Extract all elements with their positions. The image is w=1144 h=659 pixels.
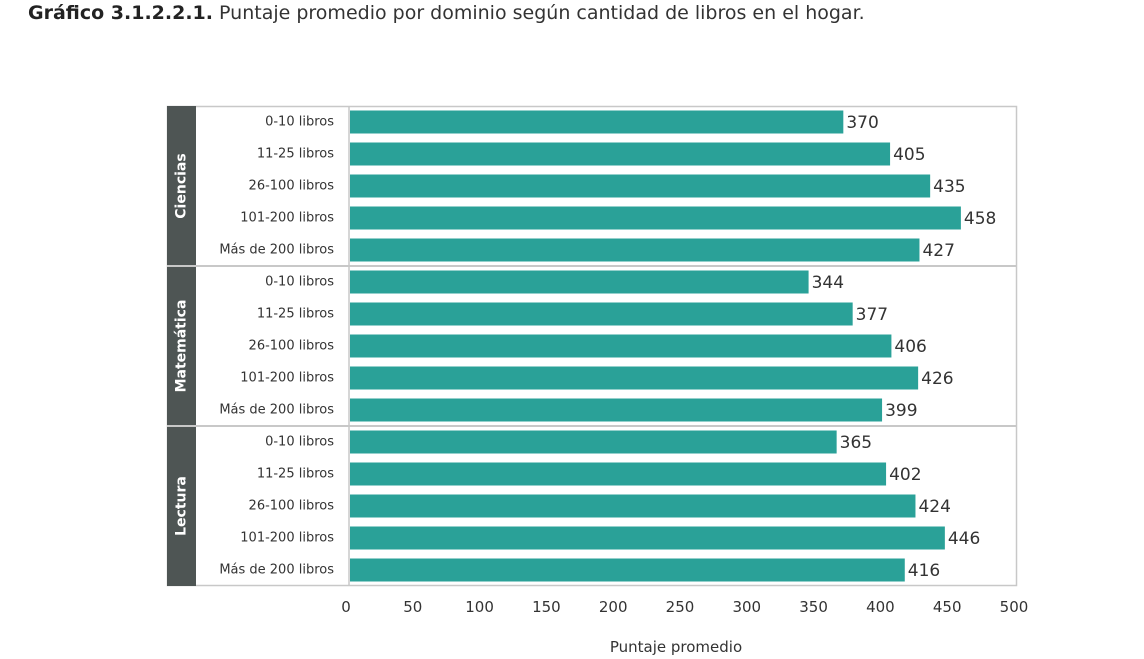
data-label: 446 bbox=[948, 529, 980, 549]
x-tick-label: 0 bbox=[341, 598, 351, 616]
data-label: 344 bbox=[812, 273, 844, 293]
x-tick-label: 100 bbox=[465, 598, 494, 616]
bar bbox=[350, 238, 920, 262]
category-label: Más de 200 libros bbox=[219, 403, 334, 418]
group-panel bbox=[167, 267, 196, 426]
data-label: 426 bbox=[921, 369, 953, 389]
category-label: 0-10 libros bbox=[265, 115, 334, 130]
chart-title: Gráfico 3.1.2.2.1. Puntaje promedio por … bbox=[28, 2, 865, 24]
category-label: 11-25 libros bbox=[257, 467, 334, 482]
data-label: 405 bbox=[893, 145, 925, 165]
category-label: 101-200 libros bbox=[240, 211, 334, 226]
group-label: Ciencias bbox=[174, 153, 190, 218]
x-tick-label: 400 bbox=[866, 598, 895, 616]
category-label: 101-200 libros bbox=[240, 531, 334, 546]
x-tick-label: 300 bbox=[732, 598, 761, 616]
bar bbox=[350, 206, 961, 230]
x-tick-label: 200 bbox=[599, 598, 628, 616]
data-label: 399 bbox=[885, 401, 917, 421]
bar bbox=[350, 526, 945, 550]
group-label: Matemática bbox=[174, 300, 190, 393]
category-label: Más de 200 libros bbox=[219, 243, 334, 258]
group-label: Lectura bbox=[174, 476, 190, 536]
bar bbox=[350, 494, 916, 518]
data-label: 402 bbox=[889, 465, 921, 485]
bar bbox=[350, 366, 919, 390]
bar bbox=[350, 142, 891, 166]
x-tick-label: 500 bbox=[1000, 598, 1029, 616]
x-tick-label: 50 bbox=[403, 598, 422, 616]
bar bbox=[350, 334, 892, 358]
data-label: 370 bbox=[846, 113, 878, 133]
x-tick-label: 350 bbox=[799, 598, 828, 616]
bar bbox=[350, 558, 905, 582]
chart-number-label: Gráfico 3.1.2.2.1. bbox=[28, 2, 213, 24]
category-label: 11-25 libros bbox=[257, 307, 334, 322]
data-label: 377 bbox=[856, 305, 888, 325]
category-label: 0-10 libros bbox=[265, 275, 334, 290]
data-label: 435 bbox=[933, 177, 965, 197]
bar bbox=[350, 174, 931, 198]
data-label: 406 bbox=[894, 337, 926, 357]
bar bbox=[350, 430, 837, 454]
category-label: 0-10 libros bbox=[265, 435, 334, 450]
data-label: 424 bbox=[918, 497, 950, 517]
bar bbox=[350, 270, 809, 294]
category-label: 11-25 libros bbox=[257, 147, 334, 162]
data-label: 365 bbox=[840, 433, 872, 453]
category-label: 26-100 libros bbox=[249, 339, 335, 354]
chart-title-text: Puntaje promedio por dominio según canti… bbox=[219, 2, 865, 24]
data-label: 458 bbox=[964, 209, 996, 229]
bar bbox=[350, 110, 844, 134]
bar bbox=[350, 398, 883, 422]
category-label: 101-200 libros bbox=[240, 371, 334, 386]
x-axis-title: Puntaje promedio bbox=[610, 638, 742, 656]
category-label: 26-100 libros bbox=[249, 499, 335, 514]
bar bbox=[350, 302, 853, 326]
bar bbox=[350, 462, 887, 486]
group-panel bbox=[167, 106, 196, 266]
data-label: 416 bbox=[908, 561, 940, 581]
x-tick-label: 450 bbox=[933, 598, 962, 616]
x-tick-label: 250 bbox=[666, 598, 695, 616]
group-panel bbox=[167, 427, 196, 586]
x-tick-label: 150 bbox=[532, 598, 561, 616]
category-label: Más de 200 libros bbox=[219, 563, 334, 578]
category-label: 26-100 libros bbox=[249, 179, 335, 194]
data-label: 427 bbox=[922, 241, 954, 261]
